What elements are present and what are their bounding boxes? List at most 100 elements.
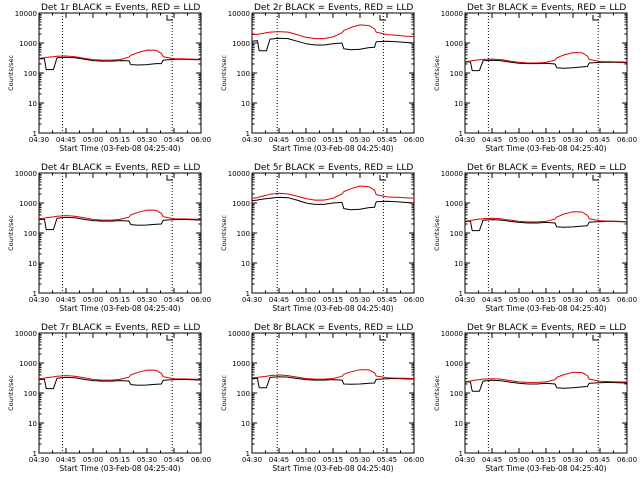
series-line-lld bbox=[38, 49, 202, 61]
x-tick-label: 06:00 bbox=[191, 136, 211, 144]
x-tick-label: 05:00 bbox=[509, 296, 529, 304]
axis-frame bbox=[38, 332, 202, 454]
y-tick-label: 100 bbox=[450, 70, 463, 78]
x-axis-label: Start Time (03-Feb-08 04:25:40) bbox=[485, 304, 606, 313]
x-tick-label: 05:45 bbox=[377, 456, 397, 464]
x-tick-label: 05:15 bbox=[323, 456, 343, 464]
x-tick-label: 05:30 bbox=[563, 456, 583, 464]
det-8r-panel: Det 8r BLACK = Events, RED = LLD 1 10 100 10… bbox=[220, 323, 424, 473]
y-tick-label: 10 bbox=[241, 420, 250, 428]
x-axis-label: Start Time (03-Feb-08 04:25:40) bbox=[485, 464, 606, 473]
y-tick-label: 1 bbox=[459, 130, 463, 138]
axis-frame bbox=[464, 332, 628, 454]
y-tick-label: 10 bbox=[454, 260, 463, 268]
y-tick-label: 10 bbox=[454, 420, 463, 428]
x-tick-label: 06:00 bbox=[617, 296, 637, 304]
series-line-lld bbox=[251, 185, 415, 201]
series-line-events bbox=[38, 216, 202, 231]
x-tick-label: 05:15 bbox=[110, 296, 130, 304]
x-axis-label: Start Time (03-Feb-08 04:25:40) bbox=[59, 304, 180, 313]
y-tick-label: 1 bbox=[459, 290, 463, 298]
y-tick-label: 10000 bbox=[228, 170, 250, 178]
y-tick-label: 1000 bbox=[445, 200, 463, 208]
x-tick-label: 05:00 bbox=[509, 456, 529, 464]
legend-marker bbox=[166, 15, 173, 21]
y-tick-label: 1000 bbox=[445, 40, 463, 48]
y-tick-label: 1 bbox=[33, 450, 37, 458]
y-axis-label: Counts/sec bbox=[433, 375, 441, 411]
y-tick-label: 100 bbox=[237, 230, 250, 238]
x-axis-label: Start Time (03-Feb-08 04:25:40) bbox=[272, 464, 393, 473]
x-tick-label: 05:30 bbox=[137, 136, 157, 144]
x-tick-label: 05:45 bbox=[377, 136, 397, 144]
y-tick-label: 100 bbox=[450, 390, 463, 398]
series-line-lld bbox=[464, 211, 628, 223]
x-axis-label: Start Time (03-Feb-08 04:25:40) bbox=[272, 304, 393, 313]
panel-title: Det 2r BLACK = Events, RED = LLD bbox=[254, 3, 413, 13]
x-tick-label: 06:00 bbox=[617, 136, 637, 144]
x-tick-label: 05:45 bbox=[164, 296, 184, 304]
x-tick-label: 06:00 bbox=[191, 456, 211, 464]
y-tick-label: 1 bbox=[246, 130, 250, 138]
axis-frame bbox=[38, 172, 202, 294]
x-tick-label: 05:00 bbox=[296, 136, 316, 144]
axis-frame bbox=[464, 12, 628, 134]
x-axis-label: Start Time (03-Feb-08 04:25:40) bbox=[272, 144, 393, 153]
legend-marker bbox=[379, 175, 386, 181]
x-tick-label: 05:00 bbox=[83, 296, 103, 304]
x-tick-label: 04:45 bbox=[56, 136, 76, 144]
x-tick-label: 05:30 bbox=[350, 296, 370, 304]
y-tick-label: 10 bbox=[28, 420, 37, 428]
axis-frame bbox=[251, 332, 415, 454]
y-tick-label: 100 bbox=[450, 230, 463, 238]
y-tick-label: 10 bbox=[241, 100, 250, 108]
det-1r-panel: Det 1r BLACK = Events, RED = LLD 1 10 100 10… bbox=[7, 3, 211, 153]
x-axis-label: Start Time (03-Feb-08 04:25:40) bbox=[59, 144, 180, 153]
x-tick-label: 04:30 bbox=[242, 296, 262, 304]
legend-marker bbox=[379, 15, 386, 21]
y-tick-label: 10000 bbox=[15, 10, 37, 18]
x-tick-label: 04:45 bbox=[269, 136, 289, 144]
x-tick-label: 05:00 bbox=[83, 456, 103, 464]
x-tick-label: 05:15 bbox=[110, 456, 130, 464]
x-tick-label: 04:45 bbox=[482, 456, 502, 464]
series-line-lld bbox=[251, 24, 415, 40]
x-tick-label: 05:30 bbox=[563, 136, 583, 144]
series-line-events bbox=[464, 219, 628, 232]
x-tick-label: 05:15 bbox=[110, 136, 130, 144]
x-tick-label: 05:30 bbox=[137, 456, 157, 464]
axis-frame bbox=[464, 172, 628, 294]
panel-title: Det 4r BLACK = Events, RED = LLD bbox=[41, 163, 200, 173]
y-tick-label: 10000 bbox=[228, 10, 250, 18]
x-tick-label: 04:30 bbox=[29, 136, 49, 144]
x-tick-label: 05:00 bbox=[296, 456, 316, 464]
x-tick-label: 05:15 bbox=[323, 296, 343, 304]
x-tick-label: 04:30 bbox=[455, 136, 475, 144]
x-tick-label: 04:30 bbox=[29, 456, 49, 464]
y-axis-label: Counts/sec bbox=[220, 55, 228, 91]
y-tick-label: 1000 bbox=[19, 200, 37, 208]
y-tick-label: 1000 bbox=[232, 360, 250, 368]
panel-title: Det 9r BLACK = Events, RED = LLD bbox=[467, 323, 626, 333]
panel-title: Det 8r BLACK = Events, RED = LLD bbox=[254, 323, 413, 333]
panel-title: Det 5r BLACK = Events, RED = LLD bbox=[254, 163, 413, 173]
series-line-events bbox=[39, 56, 202, 71]
x-tick-label: 06:00 bbox=[617, 456, 637, 464]
y-tick-label: 100 bbox=[237, 70, 250, 78]
y-axis-label: Counts/sec bbox=[220, 375, 228, 411]
panel-title: Det 1r BLACK = Events, RED = LLD bbox=[41, 3, 200, 13]
legend-marker bbox=[592, 335, 599, 341]
x-axis-label: Start Time (03-Feb-08 04:25:40) bbox=[485, 144, 606, 153]
det-5r-panel: Det 5r BLACK = Events, RED = LLD 1 10 100 10… bbox=[220, 163, 424, 313]
x-tick-label: 04:45 bbox=[269, 296, 289, 304]
series-line-lld bbox=[464, 52, 628, 64]
y-tick-label: 1000 bbox=[232, 40, 250, 48]
legend-marker bbox=[592, 15, 599, 21]
y-axis-label: Counts/sec bbox=[433, 55, 441, 91]
x-tick-label: 05:00 bbox=[509, 136, 529, 144]
det-3r-panel: Det 3r BLACK = Events, RED = LLD 1 10 100 10… bbox=[433, 3, 637, 153]
x-tick-label: 05:15 bbox=[536, 456, 556, 464]
x-tick-label: 04:45 bbox=[56, 296, 76, 304]
x-tick-label: 05:00 bbox=[296, 296, 316, 304]
det-4r-panel: Det 4r BLACK = Events, RED = LLD 1 10 100 10… bbox=[7, 163, 211, 313]
